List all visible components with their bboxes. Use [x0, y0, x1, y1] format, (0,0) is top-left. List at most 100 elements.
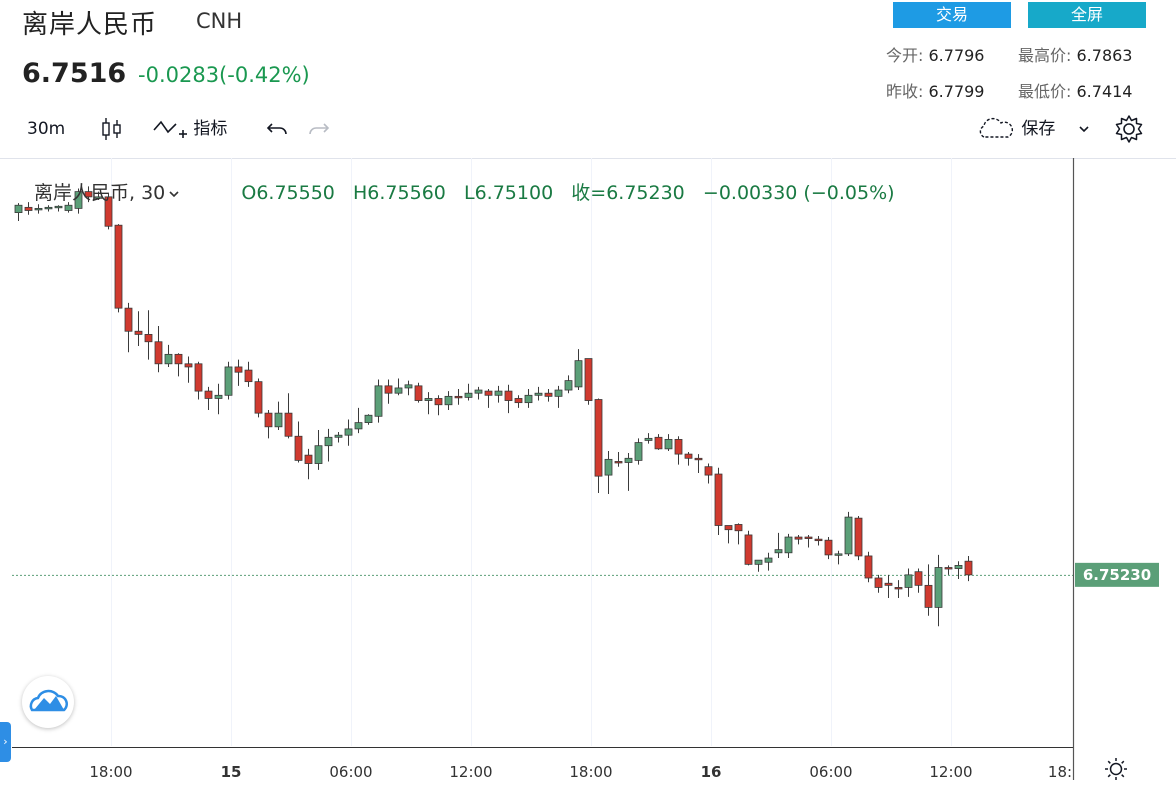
candle-body	[554, 389, 563, 397]
candle	[274, 401, 283, 430]
candle	[194, 361, 203, 400]
candle	[644, 433, 653, 444]
candle	[314, 429, 323, 470]
candle-body	[564, 380, 573, 391]
indicators-button[interactable]: 指标	[152, 110, 227, 148]
candle-body	[274, 412, 283, 428]
candle	[224, 361, 233, 400]
legend-close: 收=6.75230	[571, 182, 685, 204]
candle	[574, 349, 583, 391]
candle-body	[204, 390, 213, 399]
candle-body	[424, 398, 433, 401]
legend-change: −0.00330 (−0.05%)	[702, 182, 895, 204]
candle-body	[604, 458, 613, 476]
candle-body	[234, 366, 243, 373]
x-tick-label: 18:00	[89, 763, 132, 781]
candle-body	[144, 333, 153, 343]
candle-body	[44, 206, 53, 210]
candle	[964, 555, 973, 582]
candle-body	[674, 438, 683, 455]
candle-body	[24, 206, 33, 211]
x-tick-label: 16	[701, 763, 722, 781]
redo-button[interactable]	[307, 110, 331, 148]
candle-body	[344, 428, 353, 436]
candle-body	[184, 363, 193, 368]
candle	[124, 302, 133, 353]
candle	[284, 393, 293, 439]
candle-body	[584, 358, 593, 401]
candle	[64, 202, 73, 213]
sidebar-toggle-button[interactable]: ›	[0, 722, 11, 762]
candle	[844, 511, 853, 556]
stat-open-value: 6.7796	[928, 46, 985, 65]
candle-body	[394, 387, 403, 394]
save-options-button[interactable]	[1077, 110, 1091, 148]
candle-body	[154, 341, 163, 365]
undo-button[interactable]	[265, 110, 289, 148]
interval-button[interactable]: 30m	[27, 119, 66, 139]
trade-button[interactable]: 交易	[893, 2, 1011, 28]
stat-high-value: 6.7863	[1076, 46, 1133, 65]
candle	[614, 452, 623, 467]
legend-chevron-icon[interactable]	[167, 187, 181, 201]
candle	[444, 391, 453, 410]
x-tick-label: 06:00	[809, 763, 852, 781]
chart-settings-button[interactable]	[1114, 110, 1144, 148]
candle-body	[484, 390, 493, 396]
candle	[624, 453, 633, 491]
candle-body	[314, 445, 323, 464]
candle-body	[884, 582, 893, 586]
candle	[264, 410, 273, 439]
x-tick-label: 18:	[1048, 763, 1072, 781]
candle-body	[224, 366, 233, 396]
candle-body	[864, 555, 873, 579]
candle-body	[964, 560, 973, 576]
candle	[414, 382, 423, 403]
time-axis-settings-icon[interactable]	[1105, 758, 1127, 780]
candle	[894, 580, 903, 598]
fullscreen-button[interactable]: 全屏	[1028, 2, 1146, 28]
candle-body	[74, 191, 83, 209]
stat-open-label: 今开:	[886, 46, 924, 65]
candle	[874, 574, 883, 593]
candle-body	[904, 574, 913, 588]
instrument-code: CNH	[196, 9, 243, 33]
candle-body	[174, 353, 183, 365]
candle	[344, 419, 353, 446]
candle-body	[124, 307, 133, 332]
save-button[interactable]: 保存	[976, 110, 1055, 148]
candle-body	[114, 224, 123, 309]
chart-type-button[interactable]	[100, 110, 124, 148]
tradingview-logo-icon	[29, 689, 68, 712]
candlestick-chart[interactable]: 18:00 15 06:00 12:00 18:00 16 06:00 12:00 18: 6.…	[0, 158, 1176, 795]
x-tick-label: 18:00	[569, 763, 612, 781]
candle-body	[304, 454, 313, 464]
candle-body	[14, 204, 23, 213]
candle	[24, 202, 33, 215]
candle	[214, 383, 223, 415]
candle	[934, 554, 943, 627]
candle	[864, 551, 873, 583]
candle	[754, 559, 763, 572]
candle-body	[504, 390, 513, 401]
stat-low-value: 6.7414	[1076, 82, 1133, 101]
candle-body	[654, 436, 663, 450]
candle-body	[284, 412, 293, 437]
legend-symbol[interactable]: 离岸人民币, 30	[34, 182, 166, 204]
tradingview-logo[interactable]	[22, 676, 74, 728]
candle	[524, 389, 533, 408]
legend-high: H6.75560	[353, 182, 446, 204]
candle	[164, 344, 173, 367]
candle	[834, 550, 843, 565]
candle-body	[514, 398, 523, 404]
candle	[824, 537, 833, 560]
candle-body	[754, 559, 763, 565]
candle	[424, 392, 433, 415]
candle	[184, 356, 193, 383]
candle	[114, 224, 123, 313]
chart-toolbar: 30m 指标 保存	[0, 110, 1176, 148]
candle	[364, 414, 373, 425]
chevron-down-icon	[1079, 126, 1089, 133]
candle	[504, 384, 513, 414]
candle	[204, 386, 213, 410]
